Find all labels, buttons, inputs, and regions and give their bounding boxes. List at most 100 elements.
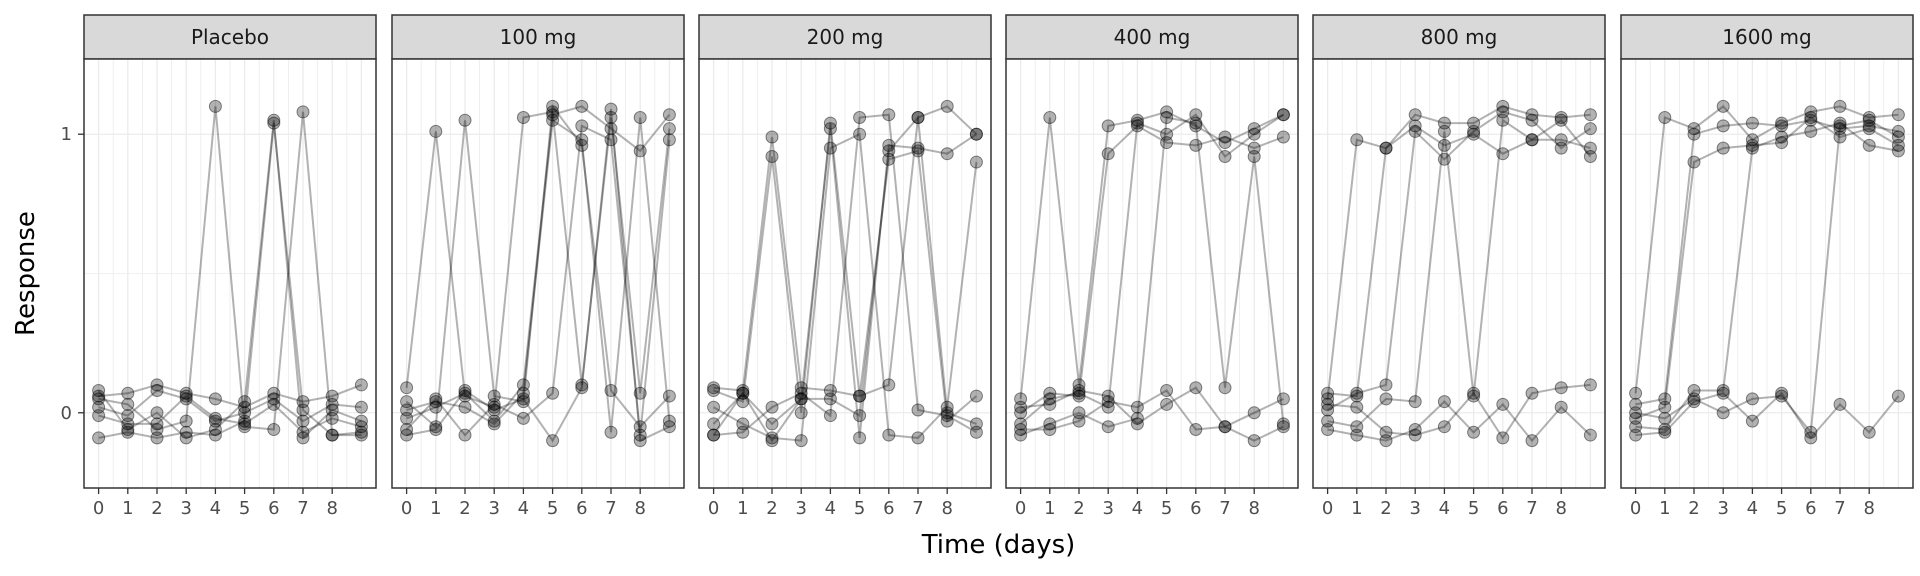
data-point (604, 111, 618, 124)
subject-line (405, 103, 671, 429)
subject-line (1635, 122, 1899, 431)
data-point (633, 144, 647, 158)
data-point (1583, 108, 1597, 122)
data-point (325, 397, 339, 411)
data-point (707, 381, 721, 395)
facet-strip-label: 800 mg (1421, 25, 1498, 49)
subject-line (1020, 124, 1284, 414)
data-point (794, 434, 808, 448)
data-point (238, 414, 252, 428)
data-point (1862, 119, 1876, 133)
data-point (1687, 155, 1701, 169)
data-point (794, 386, 808, 400)
data-point (1496, 113, 1510, 127)
x-tick-label: 3 (795, 498, 806, 519)
x-tick-label: 2 (459, 498, 470, 519)
data-point (575, 119, 589, 133)
data-point (296, 395, 310, 409)
facet-strip-label: 1600 mg (1722, 25, 1811, 49)
x-tick-label: 7 (912, 498, 923, 519)
data-point (1658, 400, 1672, 414)
data-point (150, 384, 164, 397)
data-point (487, 414, 501, 428)
data-point (208, 99, 222, 113)
data-point (765, 150, 779, 163)
data-point (911, 111, 925, 124)
data-point (458, 428, 472, 442)
subject-line (713, 113, 977, 437)
x-tick-label: 2 (1073, 498, 1084, 519)
data-point (662, 414, 676, 428)
data-point (1467, 386, 1481, 400)
data-point (1276, 130, 1290, 144)
data-point (429, 392, 443, 406)
facet-strip-label: 400 mg (1114, 25, 1191, 49)
data-point (1525, 133, 1539, 147)
data-point (1687, 395, 1701, 409)
data-point (92, 384, 106, 397)
data-point (1687, 127, 1701, 141)
x-tick-label: 6 (1805, 498, 1816, 519)
subject-line (1327, 118, 1591, 428)
data-point (823, 409, 837, 423)
data-point (325, 428, 339, 442)
data-point (911, 144, 925, 158)
data-point (487, 403, 501, 417)
x-tick-label: 4 (825, 498, 836, 519)
data-point (296, 414, 310, 428)
data-point (1775, 119, 1789, 133)
data-point (853, 389, 867, 403)
data-point (1379, 434, 1393, 448)
data-point (633, 428, 647, 442)
subject-line (1020, 389, 1284, 442)
data-point (429, 420, 443, 434)
data-point (1745, 133, 1759, 147)
data-point (1218, 136, 1232, 150)
x-tick-label: 1 (1351, 498, 1362, 519)
data-point (1160, 397, 1174, 411)
data-point (1804, 124, 1818, 138)
data-point (150, 431, 164, 445)
x-tick-label: 6 (576, 498, 587, 519)
data-point (1247, 406, 1261, 420)
data-point (1437, 395, 1451, 409)
data-point (121, 417, 135, 431)
data-point (911, 431, 925, 445)
data-point (121, 425, 135, 439)
data-point (208, 411, 222, 425)
data-point (1321, 423, 1335, 436)
data-point (1716, 99, 1730, 113)
data-point (1043, 392, 1057, 406)
x-axis-title: Time (days) (921, 530, 1076, 560)
x-tick-label: 4 (1132, 498, 1143, 519)
data-point (238, 417, 252, 431)
data-point (1276, 420, 1290, 434)
subject-line (712, 128, 977, 438)
data-point (400, 381, 414, 395)
x-tick-label: 1 (122, 498, 133, 519)
data-point (1687, 392, 1701, 406)
data-point (1862, 113, 1876, 127)
data-point (1525, 133, 1539, 147)
x-tick-label: 2 (1380, 498, 1391, 519)
y-tick-label: 1 (61, 124, 72, 145)
data-point (1160, 127, 1174, 141)
data-point (1014, 428, 1028, 442)
data-point (1804, 111, 1818, 124)
data-point (267, 116, 281, 130)
data-point (1554, 141, 1568, 155)
data-point (1321, 386, 1335, 400)
data-point (516, 111, 530, 124)
data-point (1629, 386, 1643, 400)
x-tick-label: 0 (1630, 498, 1641, 519)
data-point (1189, 381, 1203, 395)
panel-border (1005, 58, 1299, 489)
data-point (1862, 425, 1876, 439)
data-point (1160, 136, 1174, 150)
data-point (1247, 141, 1261, 155)
data-point (969, 127, 983, 141)
y-axis-title: Response (11, 211, 41, 336)
data-point (150, 417, 164, 431)
data-point (458, 400, 472, 414)
panel-border (1312, 58, 1606, 489)
